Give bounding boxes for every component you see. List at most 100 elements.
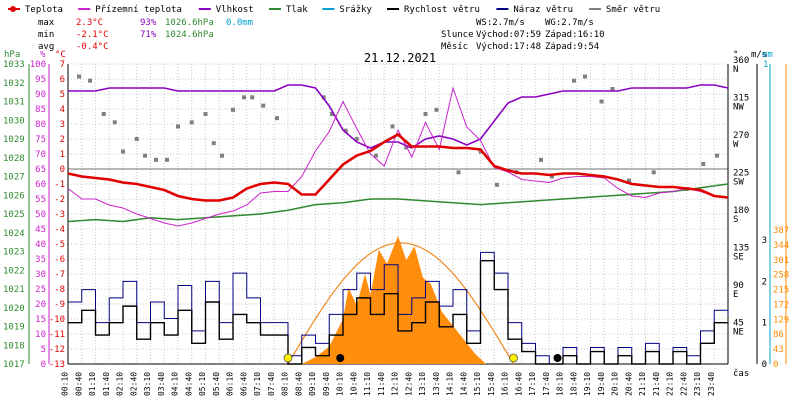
x-tick-label: 16:40 (514, 372, 523, 396)
direction-tick-compass: S (733, 215, 738, 225)
solar-tick: 344 (773, 241, 789, 251)
wind-direction-point (275, 116, 279, 121)
wind-direction-point (242, 95, 246, 100)
pressure-tick: 1025 (3, 210, 25, 220)
wind-tick: 3 (762, 236, 767, 246)
moon-marker (336, 354, 345, 362)
ground-temperature-line (67, 86, 729, 227)
x-tick-label: 19:10 (583, 372, 592, 396)
wind-direction-point (203, 112, 208, 116)
x-tick-label: 01:10 (88, 372, 97, 396)
wind-direction-point (250, 95, 255, 100)
x-tick-label: 22:10 (666, 372, 675, 396)
x-tick-label: 08:40 (294, 372, 303, 396)
wind-direction-point (343, 128, 348, 133)
direction-tick-compass: E (733, 290, 738, 300)
rain-axis-label: mm (762, 50, 773, 60)
stats-min-hum: 71% (140, 30, 157, 40)
moon-label: Měsíc (441, 42, 468, 52)
wind-direction-point (154, 157, 158, 162)
x-tick-label: 05:40 (212, 372, 221, 396)
solar-tick: 301 (773, 256, 789, 266)
pressure-axis-label: hPa (4, 50, 20, 60)
temperature-tick: 3 (60, 120, 65, 130)
x-tick-label: 01:40 (102, 372, 111, 396)
temperature-line (67, 132, 729, 202)
x-tick-label: 05:10 (198, 372, 207, 396)
wind-direction-point (211, 141, 216, 146)
sun-moon-info: WS:2.7m/s WG:2.7m/s Slunce Východ:07:59 … (441, 18, 605, 52)
wind-gust-line (68, 251, 729, 365)
x-tick-label: 02:40 (129, 372, 138, 396)
direction-tick-compass: N (733, 65, 738, 75)
temperature-tick: 0 (60, 165, 65, 175)
temperature-tick: 2 (60, 135, 65, 145)
wind-direction-point (495, 182, 499, 187)
wind-direction-point (143, 153, 147, 158)
pressure-tick: 1026 (3, 191, 25, 201)
x-tick-label: 06:40 (239, 372, 248, 396)
x-tick-label: 20:40 (624, 372, 633, 396)
pressure-tick: 1024 (3, 229, 25, 239)
direction-tick: 225 (733, 169, 749, 179)
legend-label: Tlak (286, 5, 308, 15)
temperature-tick: -6 (54, 255, 65, 265)
wind-gust-info: WG:2.7m/s (545, 18, 594, 28)
humidity-tick: 0 (41, 360, 46, 370)
temperature-tick: -12 (49, 345, 65, 355)
pressure-tick: 1027 (3, 173, 25, 183)
wind-direction-point (77, 74, 81, 79)
x-tick-label: 03:10 (143, 372, 152, 396)
legend-item: Směr větru (589, 5, 660, 15)
wind-direction-point (651, 170, 656, 175)
wind-direction-point (539, 157, 543, 162)
x-axis-label: čas (733, 368, 749, 379)
x-tick-label: 18:40 (569, 372, 578, 396)
temperature-tick: 1 (60, 150, 65, 160)
direction-tick: 270 (733, 131, 749, 141)
pressure-line (67, 183, 729, 223)
sun-set: Západ:16:10 (545, 30, 605, 40)
legend-item: Přízemní teplota (78, 5, 182, 15)
direction-tick-compass: W (733, 140, 739, 150)
legend-label: Srážky (339, 5, 372, 15)
pressure-tick: 1020 (3, 304, 25, 314)
humidity-tick: 60 (35, 180, 46, 190)
solar-tick: 0 (773, 360, 778, 370)
temperature-tick: -8 (54, 285, 65, 295)
humidity-tick: 100 (30, 60, 46, 70)
humidity-tick: 20 (35, 300, 46, 310)
humidity-tick: 25 (35, 285, 46, 295)
solar-tick: 215 (773, 286, 789, 296)
humidity-tick: 30 (35, 270, 46, 280)
temperature-tick: 6 (60, 75, 65, 85)
wind-direction-point (189, 120, 194, 125)
x-tick-label: 21:40 (652, 372, 661, 396)
direction-tick: 180 (733, 206, 749, 216)
x-tick-label: 13:40 (432, 372, 441, 396)
humidity-tick: 65 (35, 165, 46, 175)
x-tick-label: 10:10 (336, 372, 345, 396)
x-tick-label: 17:10 (528, 372, 537, 396)
direction-tick: 315 (733, 94, 749, 104)
temperature-tick: -13 (49, 360, 65, 370)
x-tick-label: 15:40 (487, 372, 496, 396)
wind-direction-point (599, 99, 604, 104)
temperature-tick: -4 (54, 225, 65, 235)
legend-label: Vlhkost (216, 5, 254, 15)
x-tick-label: 20:10 (611, 372, 620, 396)
x-tick-label: 23:10 (693, 372, 702, 396)
stats-min-temp: -2.1°C (76, 30, 109, 40)
pressure-tick: 1018 (3, 341, 25, 351)
temperature-tick: 4 (60, 105, 65, 115)
stats-max-label: max (38, 18, 55, 28)
temperature-tick: -11 (49, 330, 65, 340)
humidity-tick: 5 (41, 345, 46, 355)
solar-tick: 43 (773, 345, 784, 355)
humidity-tick: 40 (35, 240, 46, 250)
humidity-tick: 15 (35, 315, 46, 325)
humidity-tick: 55 (35, 195, 46, 205)
direction-axis-label: ° (733, 50, 738, 60)
wind-direction-point (610, 87, 615, 91)
legend-item: Vlhkost (198, 5, 254, 15)
